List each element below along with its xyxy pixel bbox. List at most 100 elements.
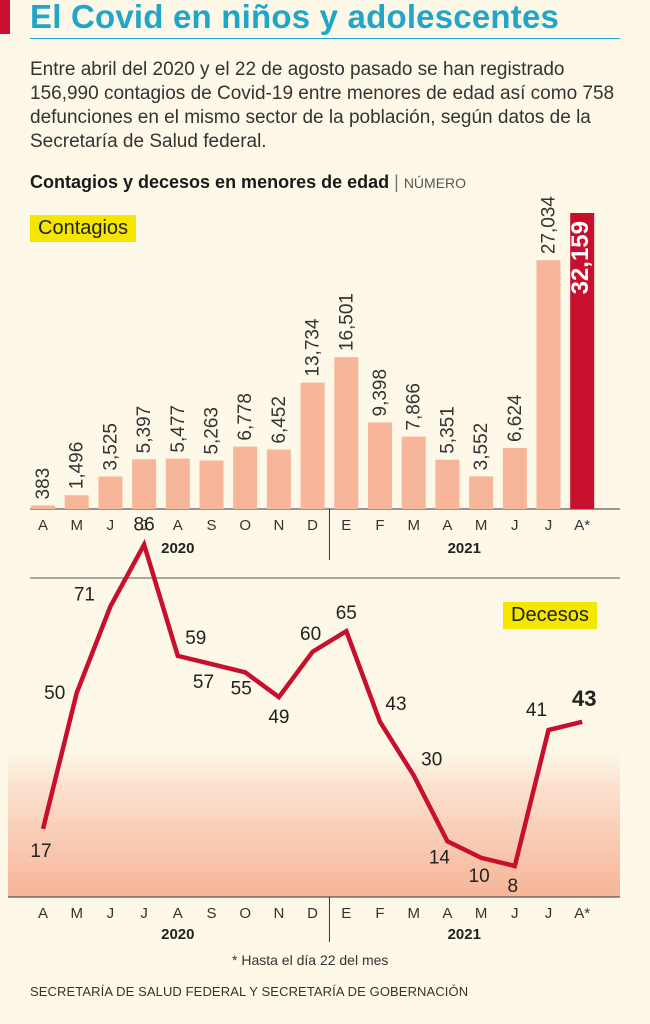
contagios-value-label: 16,501 bbox=[336, 293, 357, 351]
contagios-bar bbox=[98, 476, 123, 509]
decesos-month-label: D bbox=[307, 905, 318, 922]
decesos-value-label: 41 bbox=[526, 700, 547, 721]
contagios-month-label: J bbox=[107, 517, 115, 534]
intro-paragraph: Entre abril del 2020 y el 22 de agosto p… bbox=[30, 59, 615, 152]
footnote: * Hasta el día 22 del mes bbox=[232, 952, 389, 968]
subtitle-separator: | bbox=[389, 172, 404, 192]
contagios-bar bbox=[233, 446, 258, 509]
contagios-value-label: 13,734 bbox=[303, 318, 324, 377]
contagios-value-label: 5,477 bbox=[168, 405, 189, 453]
decesos-chart: 17A50M71J86J59A57S55O49N60D65E43F30M14A1… bbox=[8, 515, 620, 943]
decesos-value-label: 8 bbox=[508, 876, 519, 897]
decesos-value-label: 10 bbox=[469, 866, 490, 887]
title-divider bbox=[30, 38, 620, 39]
page-title: El Covid en niños y adolescentes bbox=[30, 0, 560, 35]
decesos-month-label: F bbox=[375, 905, 384, 922]
contagios-value-label: 9,398 bbox=[370, 369, 391, 417]
decesos-month-label: J bbox=[140, 905, 148, 922]
contagios-bar bbox=[132, 459, 157, 509]
decesos-month-label: A* bbox=[574, 905, 590, 922]
contagios-bar bbox=[401, 436, 426, 509]
decesos-month-label: N bbox=[273, 905, 284, 922]
contagios-bar bbox=[536, 260, 561, 509]
decesos-value-label: 43 bbox=[385, 694, 406, 715]
contagios-value-label: 6,452 bbox=[269, 396, 290, 444]
contagios-bar bbox=[64, 495, 89, 509]
decesos-value-label: 65 bbox=[336, 603, 357, 624]
contagios-month-label: A* bbox=[574, 517, 590, 534]
decesos-value-label: 43 bbox=[572, 686, 596, 711]
contagios-bar bbox=[266, 449, 291, 509]
contagios-month-label: E bbox=[341, 517, 351, 534]
decesos-value-label: 49 bbox=[268, 707, 289, 728]
contagios-bar bbox=[300, 382, 325, 509]
contagios-value-label: 3,525 bbox=[100, 423, 121, 471]
contagios-month-label: A bbox=[442, 517, 452, 534]
contagios-month-label: J bbox=[545, 517, 553, 534]
contagios-month-label: F bbox=[375, 517, 384, 534]
contagios-month-label: M bbox=[407, 517, 420, 534]
decesos-month-label: S bbox=[206, 905, 216, 922]
decesos-month-label: M bbox=[407, 905, 420, 922]
decesos-month-label: J bbox=[107, 905, 115, 922]
contagios-bar bbox=[469, 476, 494, 509]
decesos-month-label: O bbox=[239, 905, 251, 922]
contagios-month-label: M bbox=[475, 517, 488, 534]
decesos-line bbox=[40, 538, 583, 869]
year-label: 2021 bbox=[448, 540, 481, 557]
decesos-value-label: 55 bbox=[231, 678, 252, 699]
decesos-month-label: A bbox=[38, 905, 48, 922]
title-accent-bar bbox=[0, 0, 10, 34]
decesos-month-label: J bbox=[511, 905, 519, 922]
decesos-value-label: 60 bbox=[300, 624, 321, 645]
contagios-month-label: O bbox=[239, 517, 251, 534]
contagios-month-label: D bbox=[307, 517, 318, 534]
year-label: 2020 bbox=[161, 540, 194, 557]
contagios-month-label: M bbox=[70, 517, 83, 534]
contagios-month-label: S bbox=[206, 517, 216, 534]
decesos-value-label: 71 bbox=[74, 584, 95, 605]
decesos-value-label: 57 bbox=[193, 672, 214, 693]
decesos-tag: Decesos bbox=[503, 602, 597, 629]
contagios-bar bbox=[368, 422, 392, 509]
contagios-value-label: 5,263 bbox=[202, 407, 223, 455]
contagios-bar bbox=[334, 357, 359, 509]
year-label: 2021 bbox=[448, 926, 481, 943]
decesos-value-label: 17 bbox=[30, 841, 51, 862]
contagios-month-label: A bbox=[38, 517, 48, 534]
contagios-bar bbox=[502, 448, 527, 509]
contagios-month-label: J bbox=[140, 517, 148, 534]
chart-subtitle-text: Contagios y decesos en menores de edad bbox=[30, 172, 390, 192]
contagios-month-label: J bbox=[511, 517, 519, 534]
contagios-bar bbox=[31, 505, 55, 509]
contagios-value-label: 6,624 bbox=[505, 394, 526, 442]
contagios-value-label: 27,034 bbox=[539, 196, 560, 255]
contagios-value-label: 6,778 bbox=[235, 393, 256, 441]
year-label: 2020 bbox=[161, 926, 194, 943]
decesos-value-label: 86 bbox=[134, 515, 155, 536]
contagios-bar bbox=[199, 460, 224, 509]
contagios-bar bbox=[435, 459, 460, 509]
contagios-value-label: 7,866 bbox=[404, 383, 425, 431]
contagios-month-label: A bbox=[173, 517, 183, 534]
decesos-month-label: M bbox=[70, 905, 83, 922]
decesos-month-label: M bbox=[475, 905, 488, 922]
contagios-month-label: N bbox=[273, 517, 284, 534]
decesos-month-label: A bbox=[442, 905, 452, 922]
decesos-value-label: 50 bbox=[44, 683, 65, 704]
contagios-value-label: 5,397 bbox=[134, 406, 155, 454]
decesos-month-label: J bbox=[545, 905, 553, 922]
contagios-value-label: 5,351 bbox=[437, 406, 458, 454]
contagios-value-label: 1,496 bbox=[67, 442, 88, 490]
contagios-value-label: 32,159 bbox=[567, 221, 594, 294]
decesos-value-label: 30 bbox=[421, 749, 442, 770]
contagios-value-label: 3,552 bbox=[471, 423, 492, 471]
contagios-bar bbox=[570, 213, 595, 509]
decesos-value-label: 14 bbox=[429, 847, 451, 868]
subtitle-unit: NÚMERO bbox=[403, 175, 467, 191]
decesos-value-label: 59 bbox=[185, 628, 206, 649]
chart-subtitle: Contagios y decesos en menores de edad |… bbox=[30, 172, 466, 193]
contagios-value-label: 383 bbox=[33, 468, 54, 500]
contagios-bar bbox=[165, 458, 190, 509]
